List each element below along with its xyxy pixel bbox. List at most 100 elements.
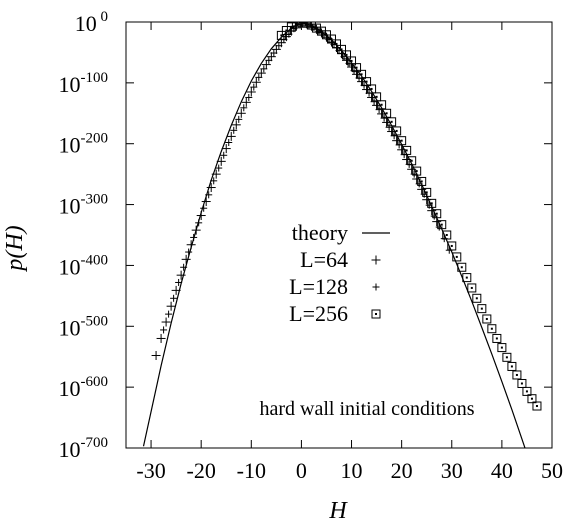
data-point [390, 132, 398, 140]
data-point [362, 85, 372, 95]
data-point [462, 273, 472, 283]
data-point [410, 170, 418, 178]
data-point [402, 145, 412, 155]
data-point [190, 233, 198, 241]
x-tick-label: -20 [187, 458, 216, 483]
y-tick-label: 10-300 [59, 192, 109, 219]
data-point [175, 278, 183, 286]
data-point [392, 126, 402, 136]
data-point [296, 22, 306, 27]
data-point [447, 241, 457, 251]
data-point [377, 109, 387, 119]
data-point [230, 126, 238, 134]
legend-marker-sample [372, 283, 380, 291]
data-point [210, 177, 218, 185]
annotation-text: hard wall initial conditions [260, 398, 475, 420]
data-point [337, 44, 347, 54]
legend-label: L=128 [289, 274, 348, 299]
data-point [370, 98, 378, 106]
x-axis-ticks: -30 -20 -10 0 10 20 30 40 50 [136, 22, 563, 483]
data-point [255, 73, 263, 81]
data-point [522, 386, 532, 396]
x-tick-label: 30 [441, 458, 463, 483]
data-point [271, 44, 281, 54]
data-point [256, 68, 266, 78]
data-point [347, 62, 357, 72]
data-point [375, 106, 383, 114]
data-point [216, 156, 226, 166]
legend-label: L=256 [289, 301, 348, 326]
data-point [180, 263, 188, 271]
data-point [412, 166, 422, 176]
data-point [512, 370, 522, 380]
data-point [186, 240, 196, 250]
data-point [412, 174, 422, 184]
data-point [266, 52, 276, 62]
x-tick-label: -30 [136, 458, 165, 483]
data-point [347, 56, 357, 66]
data-point [477, 304, 487, 314]
y-tick-label: 10-600 [59, 374, 109, 401]
data-point [215, 164, 223, 172]
data-point [235, 115, 243, 123]
x-tick-label: 40 [491, 458, 513, 483]
series-layer [142, 22, 542, 448]
data-point [352, 63, 362, 73]
data-point [241, 97, 251, 107]
data-point [382, 117, 392, 127]
data-point [422, 187, 432, 197]
data-point [331, 39, 341, 49]
data-point [532, 401, 542, 411]
y-tick-label: 10 0 [75, 9, 108, 36]
data-point [166, 301, 176, 311]
data-point [392, 136, 402, 146]
data-point [507, 361, 517, 371]
data-point [372, 92, 382, 102]
data-point [306, 22, 316, 30]
data-point [427, 198, 437, 208]
data-point [457, 262, 467, 272]
data-point [275, 42, 283, 50]
data-point [367, 92, 377, 102]
data-point [236, 108, 246, 118]
x-tick-label: -10 [237, 458, 266, 483]
y-tick-label: 10-700 [59, 435, 109, 462]
data-point [261, 60, 271, 70]
y-tick-label: 10-200 [59, 131, 109, 158]
data-point [151, 350, 161, 360]
data-point [231, 120, 241, 130]
x-tick-label: 50 [541, 458, 563, 483]
x-tick-label: 0 [296, 458, 307, 483]
y-tick-label: 10-500 [59, 313, 109, 340]
data-point [357, 69, 367, 79]
data-point [342, 50, 352, 60]
data-point [437, 220, 447, 230]
data-point [311, 23, 321, 33]
data-point [296, 22, 306, 27]
data-point [387, 117, 397, 127]
data-point [260, 65, 268, 73]
data-point [200, 204, 208, 212]
data-point [265, 56, 273, 64]
data-point [286, 22, 296, 32]
data-point [517, 378, 527, 388]
data-point [195, 219, 203, 227]
data-point [185, 248, 193, 256]
data-point [402, 155, 412, 165]
data-point [221, 144, 231, 154]
data-point [432, 217, 442, 227]
data-point [276, 30, 286, 40]
data-point [415, 180, 423, 188]
data-point [245, 93, 253, 101]
data-point [160, 326, 168, 334]
data-point [211, 169, 221, 179]
x-tick-label: 20 [391, 458, 413, 483]
data-point [250, 83, 258, 91]
data-point [291, 22, 301, 29]
data-point [467, 283, 477, 293]
data-point [301, 22, 311, 28]
y-tick-label: 10-400 [59, 252, 109, 279]
data-point [372, 100, 382, 110]
